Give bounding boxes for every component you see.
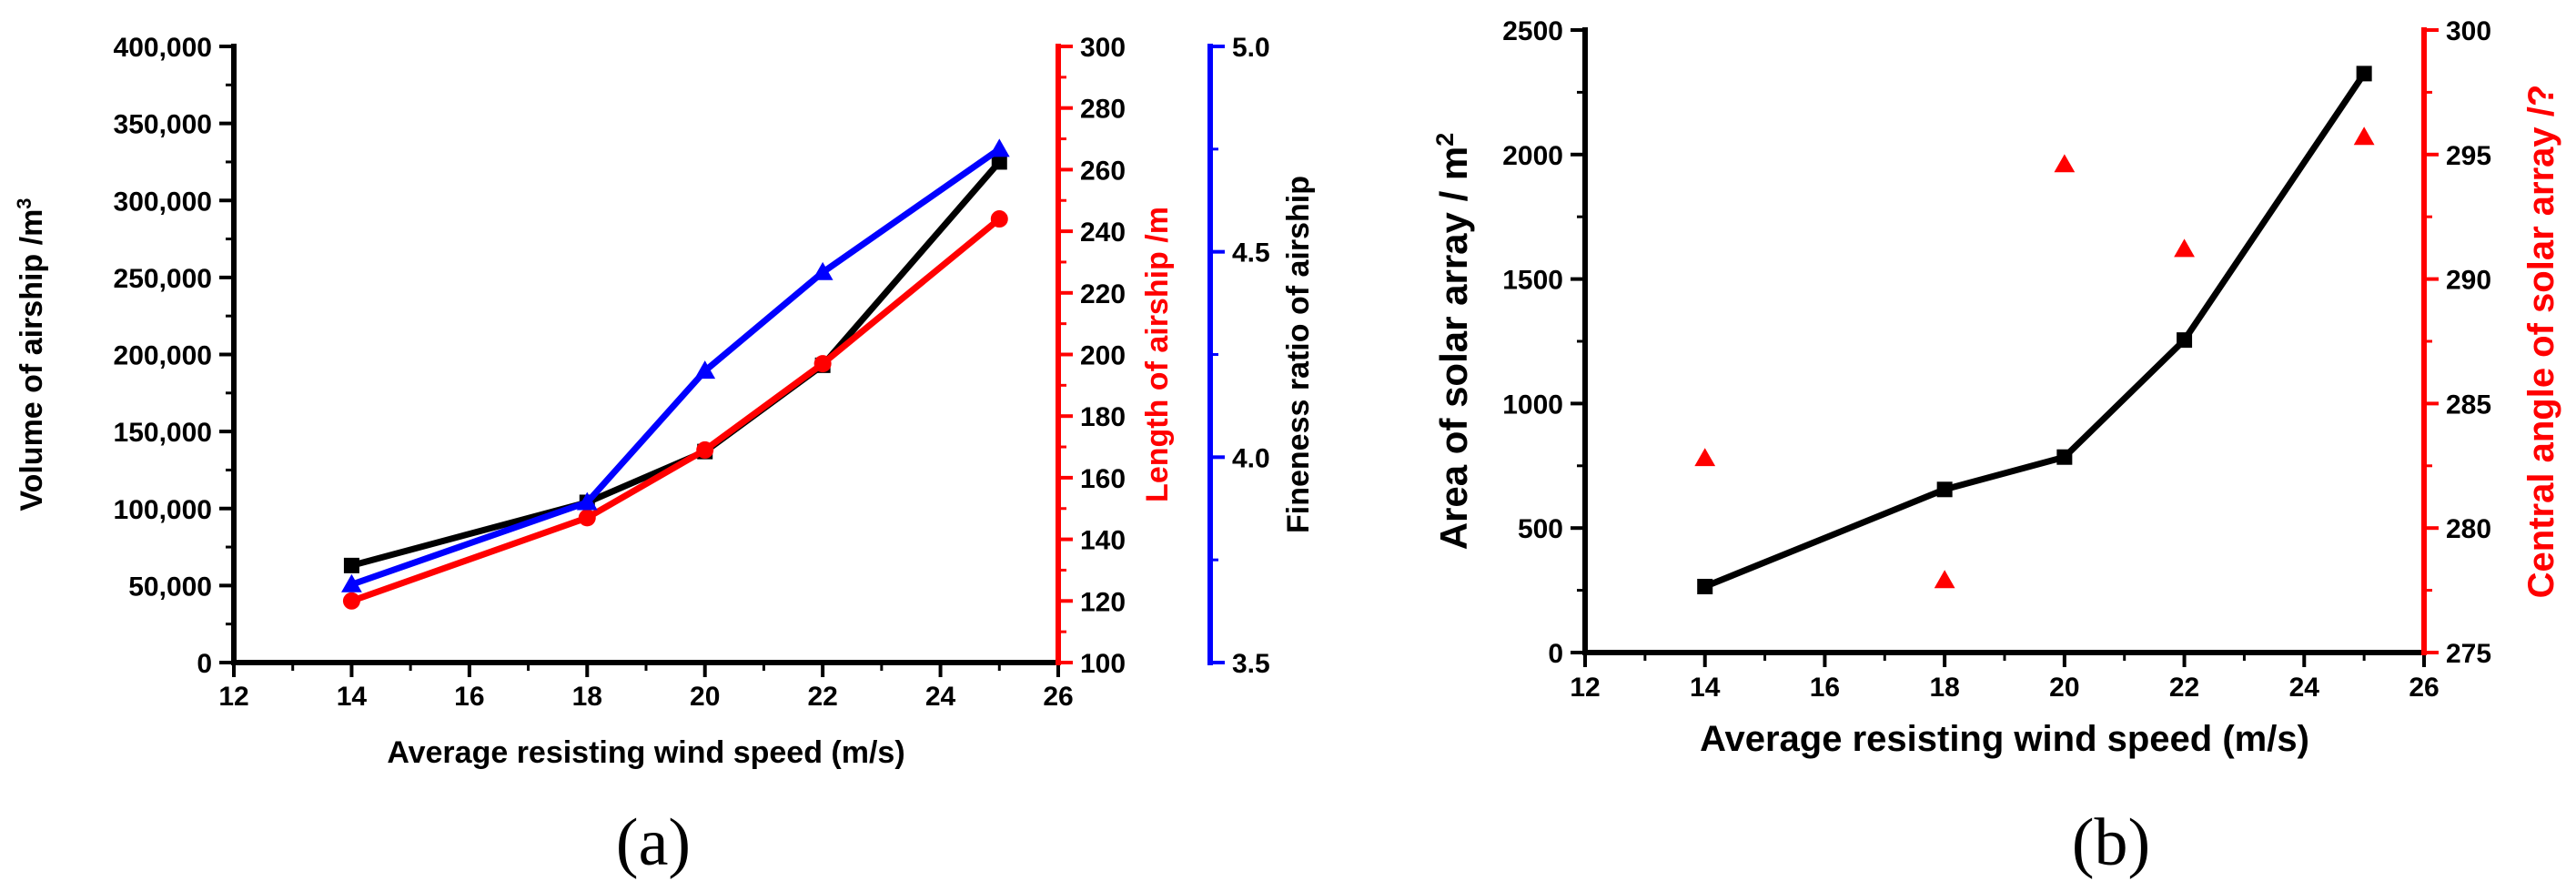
angle-tick-label: 290 — [2446, 266, 2491, 296]
panel-b-chart: 12 14 16 18 20 22 24 26 Average resisting wind s… — [1431, 16, 2561, 759]
length-of-airship-point — [990, 210, 1008, 228]
fineness-tick-label: 3.5 — [1232, 649, 1270, 679]
volume-of-airship-line — [350, 159, 1002, 569]
fineness-ratio-of-airship-point — [576, 491, 598, 511]
length-tick-label: 240 — [1080, 218, 1126, 248]
angle-tick-label: 295 — [2446, 141, 2491, 171]
volume-of-airship-point — [991, 154, 1007, 170]
panel-a-label: (a) — [616, 805, 691, 880]
length-tick-label: 300 — [1080, 33, 1126, 63]
x-tick-label: 14 — [337, 682, 368, 712]
area-of-solar-array-point — [1936, 481, 1953, 498]
area-tick-label: 1000 — [1502, 390, 1563, 420]
x-tick-label: 12 — [1570, 673, 1600, 703]
fineness-tick-label: 5.0 — [1232, 33, 1270, 63]
angle-tick-label: 285 — [2446, 390, 2491, 420]
central-angle-of-solar-array-point — [2054, 154, 2076, 173]
angle-axis-title: Central angle of solar array /? — [2521, 85, 2561, 599]
length-tick-label: 120 — [1080, 587, 1126, 617]
length-tick-label: 260 — [1080, 156, 1126, 186]
area-of-solar-array-point — [2177, 332, 2193, 349]
volume-tick-label: 300,000 — [114, 187, 212, 217]
volume-tick-label: 0 — [197, 649, 212, 679]
length-tick-label: 140 — [1080, 526, 1126, 556]
area-of-solar-array-point — [1697, 578, 1713, 594]
length-axis-title: Length of airship /m — [1140, 207, 1175, 502]
area-axis-title: Area of solar array / m2 — [1431, 133, 1475, 551]
area-of-solar-array-line — [1703, 71, 2368, 590]
volume-tick-label: 350,000 — [114, 110, 212, 140]
x-tick-label: 16 — [1810, 673, 1840, 703]
x-tick-label: 12 — [218, 682, 248, 712]
x-tick-label: 22 — [2169, 673, 2199, 703]
x-axis-title: Average resisting wind speed (m/s) — [1700, 719, 2309, 759]
x-tick-label: 22 — [807, 682, 837, 712]
fineness-ratio-of-airship-line — [350, 146, 1002, 588]
area-tick-label: 500 — [1518, 514, 1563, 544]
length-tick-label: 160 — [1080, 464, 1126, 494]
fineness-tick-label: 4.5 — [1232, 238, 1270, 268]
x-tick-label: 14 — [1690, 673, 1721, 703]
area-tick-label: 0 — [1548, 639, 1563, 669]
x-tick-label: 18 — [572, 682, 602, 712]
volume-tick-label: 200,000 — [114, 341, 212, 371]
area-tick-label: 1500 — [1502, 266, 1563, 296]
volume-tick-label: 150,000 — [114, 418, 212, 448]
fineness-ratio-of-airship-point — [341, 573, 362, 592]
volume-tick-label: 100,000 — [114, 495, 212, 525]
length-of-airship-point — [696, 440, 714, 459]
x-tick-label: 20 — [2049, 673, 2079, 703]
length-tick-label: 200 — [1080, 341, 1126, 371]
x-axis-title: Average resisting wind speed (m/s) — [387, 735, 904, 770]
area-of-solar-array-point — [2056, 449, 2073, 465]
central-angle-of-solar-array-point — [2353, 127, 2375, 146]
central-angle-of-solar-array-point — [1934, 570, 1955, 589]
fineness-ratio-of-airship-point — [988, 138, 1010, 157]
area-of-solar-array-point — [2356, 66, 2372, 82]
volume-tick-label: 400,000 — [114, 33, 212, 63]
length-tick-label: 100 — [1080, 649, 1126, 679]
angle-tick-label: 300 — [2446, 16, 2491, 46]
length-of-airship-point — [342, 592, 360, 610]
x-tick-label: 20 — [690, 682, 720, 712]
volume-of-airship-point — [343, 557, 359, 573]
x-tick-label: 26 — [2409, 673, 2439, 703]
length-tick-label: 280 — [1080, 95, 1126, 125]
panel-b-label: (b) — [2072, 805, 2150, 880]
x-tick-label: 24 — [925, 682, 956, 712]
volume-tick-label: 250,000 — [114, 264, 212, 294]
length-tick-label: 220 — [1080, 279, 1126, 309]
x-tick-label: 16 — [454, 682, 484, 712]
length-of-airship-point — [813, 355, 832, 373]
panel-a-chart: 12 14 16 18 20 22 24 26 Average resisting wind s… — [13, 33, 1317, 770]
angle-tick-label: 280 — [2446, 514, 2491, 544]
angle-tick-label: 275 — [2446, 639, 2491, 669]
x-tick-label: 26 — [1043, 682, 1073, 712]
central-angle-of-solar-array-point — [1694, 448, 1716, 467]
area-tick-label: 2500 — [1502, 16, 1563, 46]
x-tick-label: 18 — [1929, 673, 1959, 703]
fineness-ratio-of-airship-point — [812, 261, 833, 280]
x-tick-label: 24 — [2289, 673, 2320, 703]
fineness-axis-title: Fineness ratio of airship — [1281, 176, 1316, 533]
volume-axis-title: Volume of airship /m3 — [13, 197, 50, 511]
central-angle-of-solar-array-point — [2174, 238, 2195, 258]
volume-tick-label: 50,000 — [128, 572, 212, 602]
area-tick-label: 2000 — [1502, 141, 1563, 171]
fineness-tick-label: 4.0 — [1232, 443, 1270, 473]
length-of-airship-point — [578, 509, 596, 527]
length-tick-label: 180 — [1080, 402, 1126, 432]
fineness-ratio-of-airship-point — [694, 360, 716, 380]
